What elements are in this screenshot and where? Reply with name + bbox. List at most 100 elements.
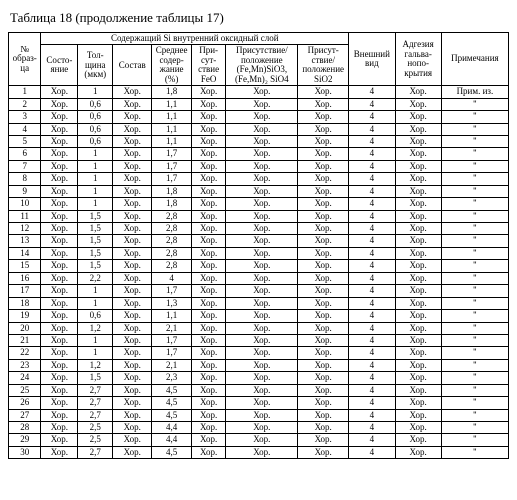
cell-state: Хор. [41, 135, 78, 147]
cell-sample-no: 27 [9, 409, 41, 421]
cell-state: Хор. [41, 223, 78, 235]
cell-pres1: Хор. [226, 123, 298, 135]
table-row: 15Хор.1,5Хор.2,8Хор.Хор.Хор.4Хор." [9, 260, 509, 272]
cell-pres2: Хор. [298, 372, 349, 384]
table-row: 14Хор.1,5Хор.2,8Хор.Хор.Хор.4Хор." [9, 247, 509, 259]
cell-avg: 1,1 [152, 123, 191, 135]
hdr-state: Состо-яние [41, 45, 78, 86]
cell-view: 4 [349, 223, 395, 235]
cell-composition: Хор. [113, 247, 152, 259]
cell-thickness: 1 [78, 86, 113, 98]
cell-adhesion: Хор. [395, 310, 441, 322]
cell-avg: 1,7 [152, 148, 191, 160]
cell-notes: " [441, 198, 508, 210]
data-table: №образ-ца Содержащий Si внутренний оксид… [8, 32, 509, 459]
cell-adhesion: Хор. [395, 235, 441, 247]
cell-adhesion: Хор. [395, 223, 441, 235]
table-row: 17Хор.1Хор.1,7Хор.Хор.Хор.4Хор." [9, 285, 509, 297]
cell-feo: Хор. [191, 185, 226, 197]
cell-notes: Прим. из. [441, 86, 508, 98]
cell-pres2: Хор. [298, 223, 349, 235]
cell-state: Хор. [41, 347, 78, 359]
cell-pres1: Хор. [226, 310, 298, 322]
cell-adhesion: Хор. [395, 297, 441, 309]
cell-sample-no: 17 [9, 285, 41, 297]
cell-view: 4 [349, 198, 395, 210]
cell-feo: Хор. [191, 422, 226, 434]
cell-thickness: 1,5 [78, 210, 113, 222]
cell-sample-no: 18 [9, 297, 41, 309]
cell-pres2: Хор. [298, 260, 349, 272]
cell-sample-no: 25 [9, 384, 41, 396]
cell-sample-no: 28 [9, 422, 41, 434]
cell-sample-no: 2 [9, 98, 41, 110]
cell-notes: " [441, 210, 508, 222]
cell-avg: 4,4 [152, 422, 191, 434]
cell-pres2: Хор. [298, 310, 349, 322]
cell-state: Хор. [41, 272, 78, 284]
cell-state: Хор. [41, 185, 78, 197]
cell-adhesion: Хор. [395, 173, 441, 185]
cell-composition: Хор. [113, 185, 152, 197]
cell-notes: " [441, 409, 508, 421]
cell-pres1: Хор. [226, 160, 298, 172]
cell-sample-no: 22 [9, 347, 41, 359]
hdr-pres1: Присутствие/положение(Fe,Mn)SiO3,(Fe,Mn)… [226, 45, 298, 86]
cell-pres1: Хор. [226, 347, 298, 359]
cell-pres1: Хор. [226, 285, 298, 297]
cell-avg: 1,1 [152, 135, 191, 147]
cell-state: Хор. [41, 198, 78, 210]
cell-thickness: 1,5 [78, 235, 113, 247]
cell-notes: " [441, 334, 508, 346]
cell-sample-no: 8 [9, 173, 41, 185]
cell-view: 4 [349, 397, 395, 409]
cell-feo: Хор. [191, 135, 226, 147]
cell-notes: " [441, 185, 508, 197]
cell-thickness: 1 [78, 173, 113, 185]
cell-thickness: 2,7 [78, 446, 113, 458]
cell-state: Хор. [41, 98, 78, 110]
table-row: 11Хор.1,5Хор.2,8Хор.Хор.Хор.4Хор." [9, 210, 509, 222]
cell-avg: 4,5 [152, 446, 191, 458]
cell-view: 4 [349, 247, 395, 259]
cell-notes: " [441, 310, 508, 322]
table-row: 16Хор.2,2Хор.4Хор.Хор.Хор.4Хор." [9, 272, 509, 284]
cell-composition: Хор. [113, 135, 152, 147]
cell-composition: Хор. [113, 123, 152, 135]
cell-composition: Хор. [113, 111, 152, 123]
cell-view: 4 [349, 297, 395, 309]
cell-sample-no: 6 [9, 148, 41, 160]
cell-pres2: Хор. [298, 210, 349, 222]
cell-pres1: Хор. [226, 409, 298, 421]
cell-view: 4 [349, 135, 395, 147]
cell-adhesion: Хор. [395, 185, 441, 197]
cell-pres2: Хор. [298, 347, 349, 359]
cell-composition: Хор. [113, 372, 152, 384]
cell-feo: Хор. [191, 111, 226, 123]
cell-feo: Хор. [191, 173, 226, 185]
table-row: 3Хор.0,6Хор.1,1Хор.Хор.Хор.4Хор." [9, 111, 509, 123]
cell-pres1: Хор. [226, 422, 298, 434]
cell-pres1: Хор. [226, 334, 298, 346]
cell-feo: Хор. [191, 223, 226, 235]
cell-view: 4 [349, 285, 395, 297]
cell-view: 4 [349, 260, 395, 272]
table-row: 29Хор.2,5Хор.4,4Хор.Хор.Хор.4Хор." [9, 434, 509, 446]
cell-notes: " [441, 260, 508, 272]
cell-notes: " [441, 223, 508, 235]
cell-thickness: 2,7 [78, 397, 113, 409]
cell-view: 4 [349, 123, 395, 135]
cell-composition: Хор. [113, 446, 152, 458]
cell-notes: " [441, 434, 508, 446]
table-row: 23Хор.1,2Хор.2,1Хор.Хор.Хор.4Хор." [9, 359, 509, 371]
cell-sample-no: 16 [9, 272, 41, 284]
cell-notes: " [441, 297, 508, 309]
cell-state: Хор. [41, 260, 78, 272]
cell-adhesion: Хор. [395, 446, 441, 458]
cell-state: Хор. [41, 334, 78, 346]
cell-view: 4 [349, 384, 395, 396]
cell-feo: Хор. [191, 310, 226, 322]
cell-thickness: 1,2 [78, 322, 113, 334]
cell-state: Хор. [41, 173, 78, 185]
cell-pres2: Хор. [298, 123, 349, 135]
